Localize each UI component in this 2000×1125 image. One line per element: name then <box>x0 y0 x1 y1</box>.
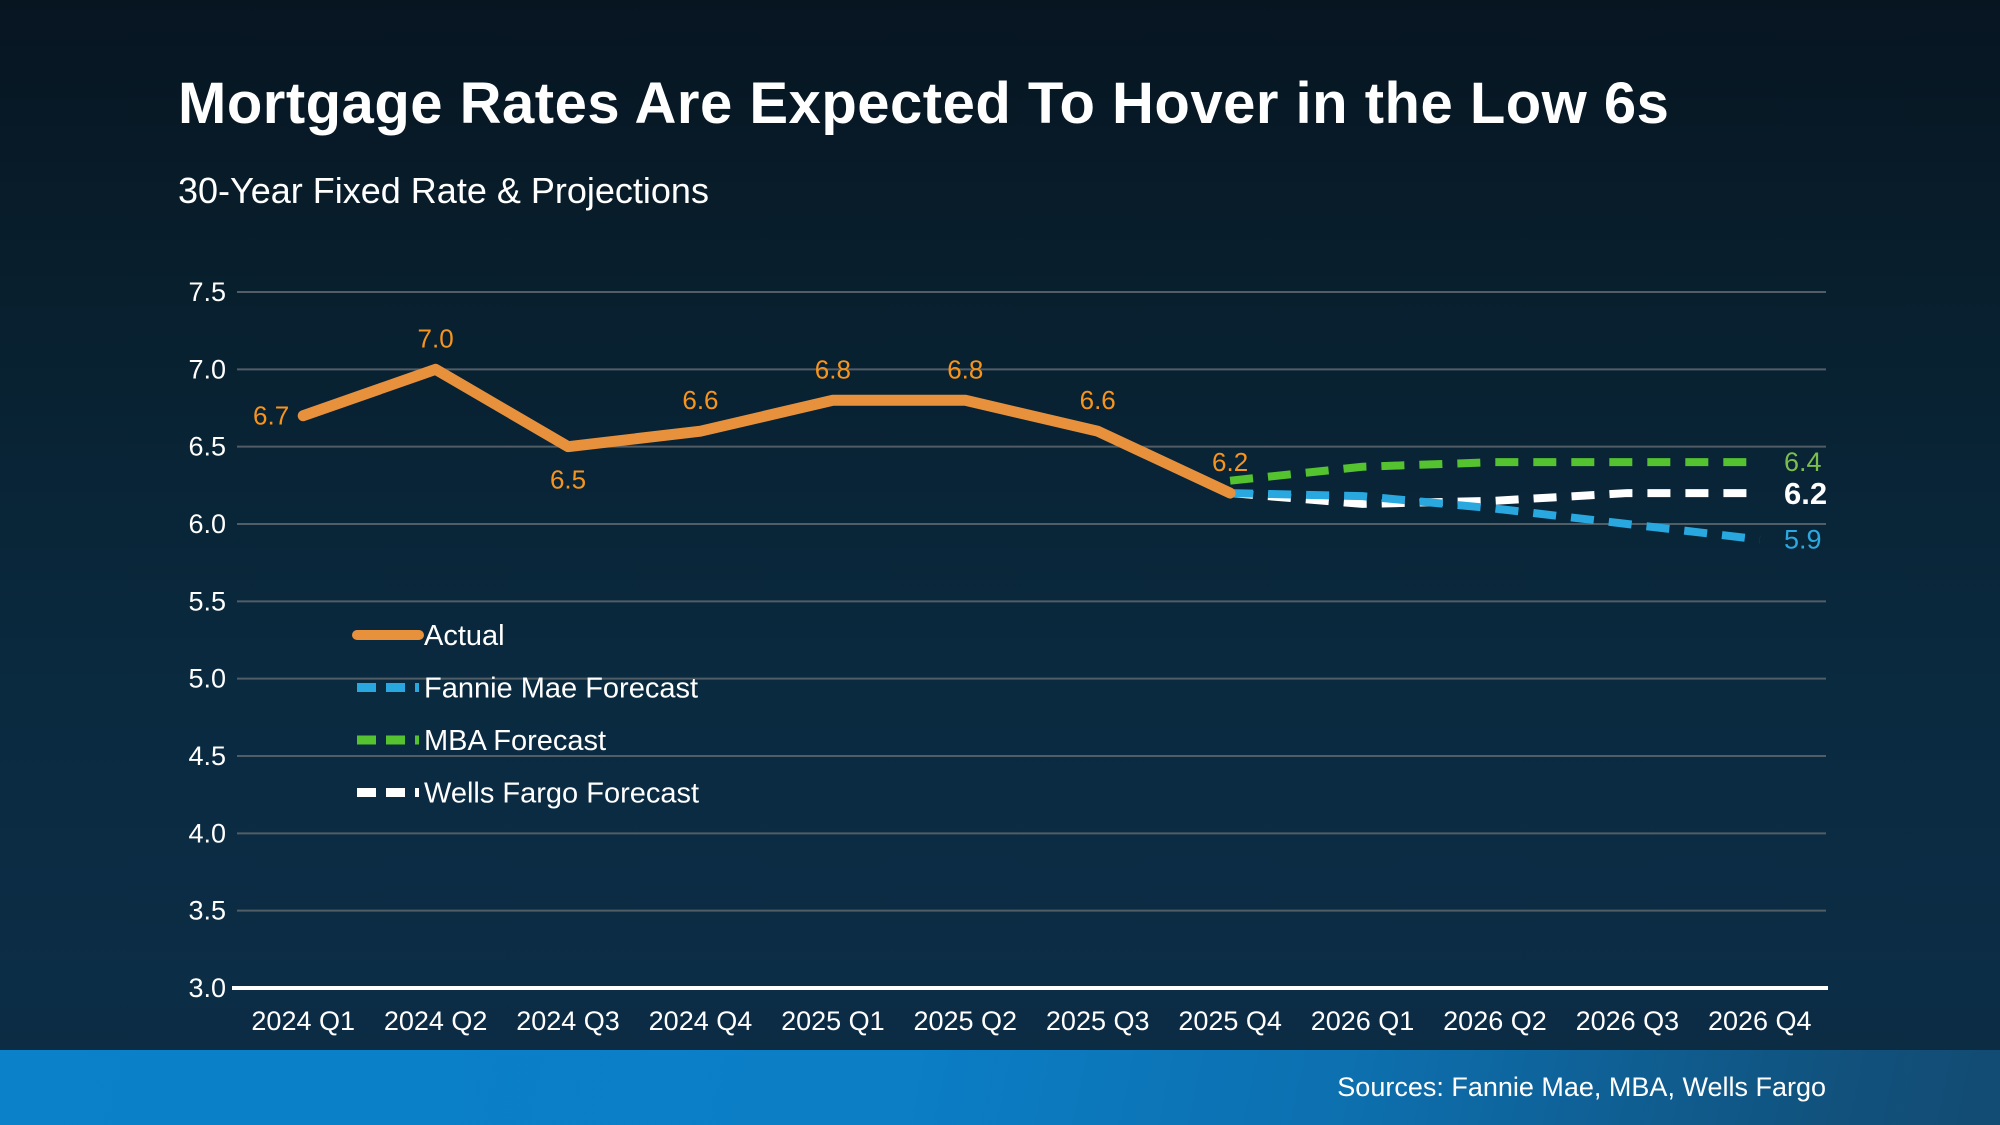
legend-label: Actual <box>424 620 505 652</box>
y-tick-label: 3.5 <box>188 896 226 926</box>
sources-text: Sources: Fannie Mae, MBA, Wells Fargo <box>1337 1072 1826 1102</box>
y-tick-label: 4.0 <box>188 818 226 848</box>
y-tick-label: 3.0 <box>188 973 226 1003</box>
x-tick-label: 2025 Q1 <box>781 1006 885 1036</box>
wells-fargo-forecast-end-label: 6.2 <box>1784 476 1827 511</box>
legend-label: Wells Fargo Forecast <box>424 778 699 810</box>
page-title: Mortgage Rates Are Expected To Hover in … <box>178 71 1670 136</box>
fannie-mae-forecast-line <box>1230 489 1761 544</box>
data-point-label: 7.0 <box>418 323 454 353</box>
fannie-mae-forecast-end-label: 5.9 <box>1784 524 1822 554</box>
page-subtitle: 30-Year Fixed Rate & Projections <box>178 170 709 211</box>
actual-line <box>297 363 1236 499</box>
y-tick-label: 6.0 <box>188 509 226 539</box>
x-tick-label: 2024 Q2 <box>384 1006 488 1036</box>
x-tick-label: 2026 Q1 <box>1311 1006 1415 1036</box>
mba-forecast-line <box>1229 458 1760 485</box>
data-point-label: 6.5 <box>550 465 586 495</box>
x-tick-label: 2024 Q1 <box>251 1006 355 1036</box>
x-tick-label: 2025 Q3 <box>1046 1006 1150 1036</box>
legend-item: Actual <box>352 620 505 652</box>
legend-item: Fannie Mae Forecast <box>357 673 698 705</box>
data-point-label: 6.6 <box>1080 385 1116 415</box>
mba-forecast-end-label: 6.4 <box>1784 447 1822 477</box>
legend-label: MBA Forecast <box>424 725 606 757</box>
y-tick-label: 6.5 <box>188 432 226 462</box>
data-point-label: 6.8 <box>947 354 983 384</box>
x-tick-label: 2025 Q4 <box>1178 1006 1282 1036</box>
x-tick-label: 2026 Q4 <box>1708 1006 1812 1036</box>
legend-item: MBA Forecast <box>357 725 606 757</box>
legend-item: Wells Fargo Forecast <box>357 778 699 810</box>
x-tick-label: 2025 Q2 <box>913 1006 1017 1036</box>
x-tick-label: 2026 Q2 <box>1443 1006 1547 1036</box>
legend-label: Fannie Mae Forecast <box>424 673 698 705</box>
y-tick-label: 4.5 <box>188 741 226 771</box>
y-tick-label: 5.5 <box>188 586 226 616</box>
x-tick-label: 2024 Q4 <box>649 1006 753 1036</box>
wells-fargo-forecast-line <box>1229 489 1760 508</box>
x-tick-label: 2026 Q3 <box>1576 1006 1680 1036</box>
data-point-label: 6.7 <box>253 401 289 431</box>
data-point-label: 6.8 <box>815 354 851 384</box>
data-point-label: 6.2 <box>1212 447 1248 477</box>
y-tick-label: 5.0 <box>188 664 226 694</box>
footer-bar: Sources: Fannie Mae, MBA, Wells Fargo <box>0 1050 2000 1125</box>
y-tick-label: 7.5 <box>188 277 226 307</box>
y-tick-label: 7.0 <box>188 354 226 384</box>
data-point-label: 6.6 <box>682 385 718 415</box>
x-tick-label: 2024 Q3 <box>516 1006 620 1036</box>
